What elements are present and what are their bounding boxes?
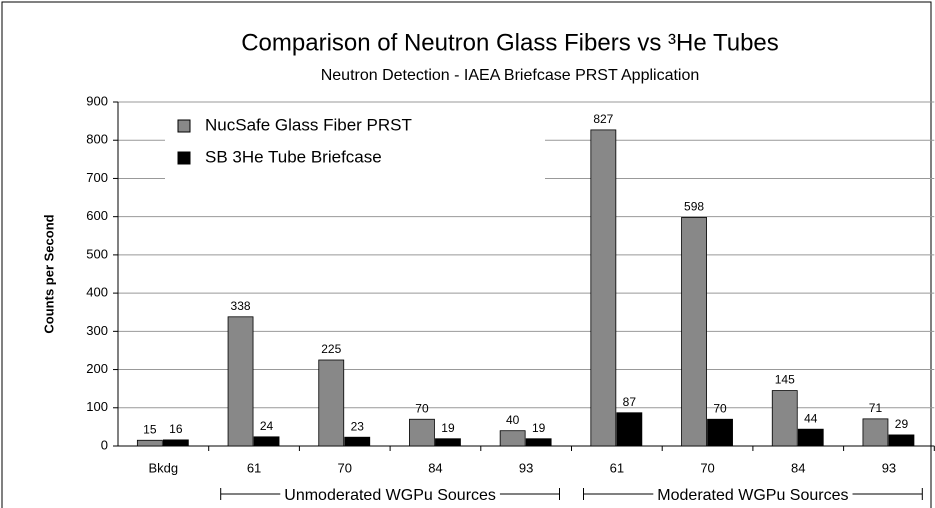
bar [344,436,371,447]
data-label: 24 [260,419,274,433]
y-tick-label: 100 [86,399,108,414]
y-tick-label: 900 [86,93,108,108]
legend-label: NucSafe Glass Fiber PRST [205,115,412,134]
group-label-bg [280,484,500,504]
x-tick-label: 93 [882,460,896,475]
bar [227,316,254,447]
bar [681,217,707,447]
data-label: 40 [506,413,520,427]
bar [797,428,824,447]
legend-swatch [177,119,191,133]
bar [318,359,345,447]
group-label: Moderated WGPu Sources [657,487,848,504]
data-label: 70 [713,401,727,415]
y-tick-label: 0 [101,437,108,452]
bar [862,418,889,447]
x-tick-label: 70 [700,460,714,475]
data-label: 44 [804,411,818,425]
y-tick-label: 500 [86,246,108,261]
data-label: 29 [895,417,909,431]
bar [136,439,163,447]
data-label: 16 [169,422,183,436]
legend [165,108,545,188]
group-label: Unmoderated WGPu Sources [284,487,496,504]
x-tick-label: Bkdg [149,460,179,475]
legend-swatch [177,151,191,165]
x-tick-label: 61 [610,460,624,475]
data-label: 70 [415,401,429,415]
data-label: 145 [775,373,795,387]
x-tick-label: 84 [428,460,442,475]
bar [888,434,915,447]
chart-title: Comparison of Neutron Glass Fibers vs ³H… [241,29,779,56]
y-tick-label: 700 [86,170,108,185]
y-axis-label: Counts per Second [41,214,56,333]
chart-subtitle: Neutron Detection - IAEA Briefcase PRST … [321,67,700,84]
bar [162,439,189,447]
y-tick-label: 600 [86,208,108,223]
data-label: 598 [684,200,704,214]
data-label: 87 [623,395,637,409]
bar [707,418,733,447]
bar [499,430,526,447]
data-label: 225 [321,342,341,356]
data-label: 19 [441,421,455,435]
bar [409,418,435,447]
x-tick-label: 93 [519,460,533,475]
group-label-bg [653,484,853,504]
data-label: 19 [532,421,546,435]
y-tick-label: 200 [86,361,108,376]
bar [253,436,280,447]
y-tick-label: 300 [86,323,108,338]
data-label: 827 [593,112,613,126]
x-tick-label: 84 [791,460,805,475]
data-label: 23 [351,419,365,433]
bar [525,438,552,447]
bar [435,438,461,447]
legend-label: SB 3He Tube Briefcase [205,147,382,166]
data-label: 71 [869,401,883,415]
x-tick-label: 61 [247,460,261,475]
bar [590,129,617,447]
y-tick-label: 800 [86,132,108,147]
data-label: 15 [143,422,157,436]
data-label: 338 [231,299,251,313]
bar [771,390,798,447]
x-tick-label: 70 [338,460,352,475]
y-tick-label: 400 [86,285,108,300]
bar [616,412,643,447]
